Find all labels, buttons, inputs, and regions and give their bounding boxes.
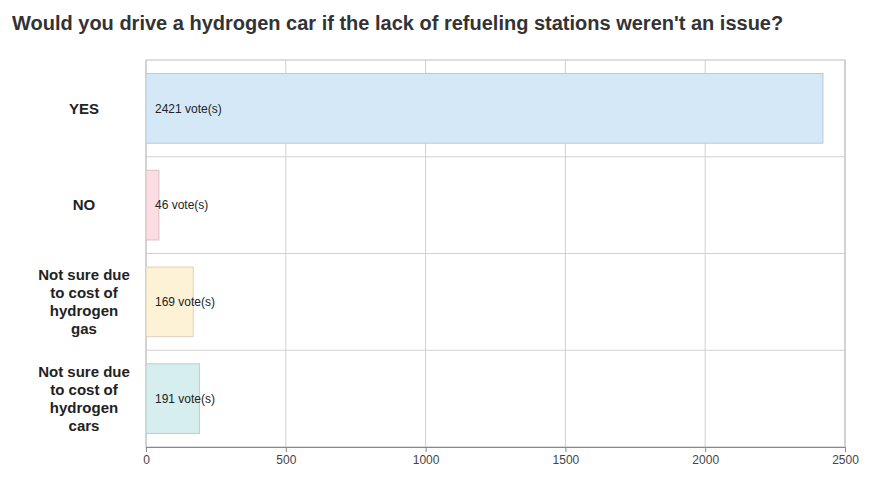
tick: 2000	[692, 447, 719, 467]
category-label-line: NO	[73, 196, 96, 213]
tick-mark	[565, 447, 566, 452]
category-label-line: to cost of	[50, 284, 118, 301]
tick: 1000	[413, 447, 440, 467]
category-separator	[146, 253, 845, 254]
category-label-line: Not sure due	[38, 266, 130, 283]
plot: 2421 vote(s) 46 vote(s) 169 vote(s) 191 vot…	[143, 60, 859, 467]
tick-label: 2500	[832, 453, 859, 467]
tick-label: 2000	[692, 453, 719, 467]
tick-mark	[705, 447, 706, 452]
category-label-line: YES	[69, 100, 99, 117]
category-label-line: to cost of	[50, 381, 118, 398]
tick: 2500	[832, 447, 859, 467]
x-axis: 0 500 1000 1500 2000 2500	[143, 447, 859, 467]
category-label-line: hydrogen	[50, 302, 118, 319]
tick-label: 1000	[413, 453, 440, 467]
data-label: 191 vote(s)	[155, 392, 215, 406]
category-label-line: Not sure due	[38, 363, 130, 380]
category-label-line: cars	[69, 417, 100, 434]
tick-label: 0	[143, 453, 150, 467]
tick-mark	[426, 447, 427, 452]
category-labels: YESNONot sure dueto cost ofhydrogengasNo…	[38, 100, 130, 434]
grid	[146, 60, 845, 447]
tick: 0	[143, 447, 150, 467]
tick: 500	[276, 447, 296, 467]
tick-mark	[845, 447, 846, 452]
tick-label: 1500	[553, 453, 580, 467]
plot-frame	[146, 60, 845, 447]
data-label: 169 vote(s)	[155, 295, 215, 309]
bar	[146, 74, 823, 144]
tick-mark	[286, 447, 287, 452]
category-label: NO	[73, 196, 96, 213]
category-label-line: gas	[71, 320, 97, 337]
tick: 1500	[553, 447, 580, 467]
tick-mark	[146, 447, 147, 452]
category-label-line: hydrogen	[50, 399, 118, 416]
category-label: Not sure dueto cost ofhydrogengas	[38, 266, 130, 337]
category-separator	[146, 156, 845, 157]
axis-line	[147, 448, 846, 453]
chart: Would you drive a hydrogen car if the la…	[0, 0, 875, 498]
title: Would you drive a hydrogen car if the la…	[12, 12, 783, 34]
category-label: YES	[69, 100, 99, 117]
tick-label: 500	[276, 453, 296, 467]
data-labels: 2421 vote(s) 46 vote(s) 169 vote(s) 191 vot…	[155, 102, 222, 406]
data-label: 46 vote(s)	[155, 198, 208, 212]
data-label: 2421 vote(s)	[155, 102, 222, 116]
bars	[146, 74, 823, 434]
category-separator	[146, 350, 845, 351]
category-label: Not sure dueto cost ofhydrogencars	[38, 363, 130, 434]
